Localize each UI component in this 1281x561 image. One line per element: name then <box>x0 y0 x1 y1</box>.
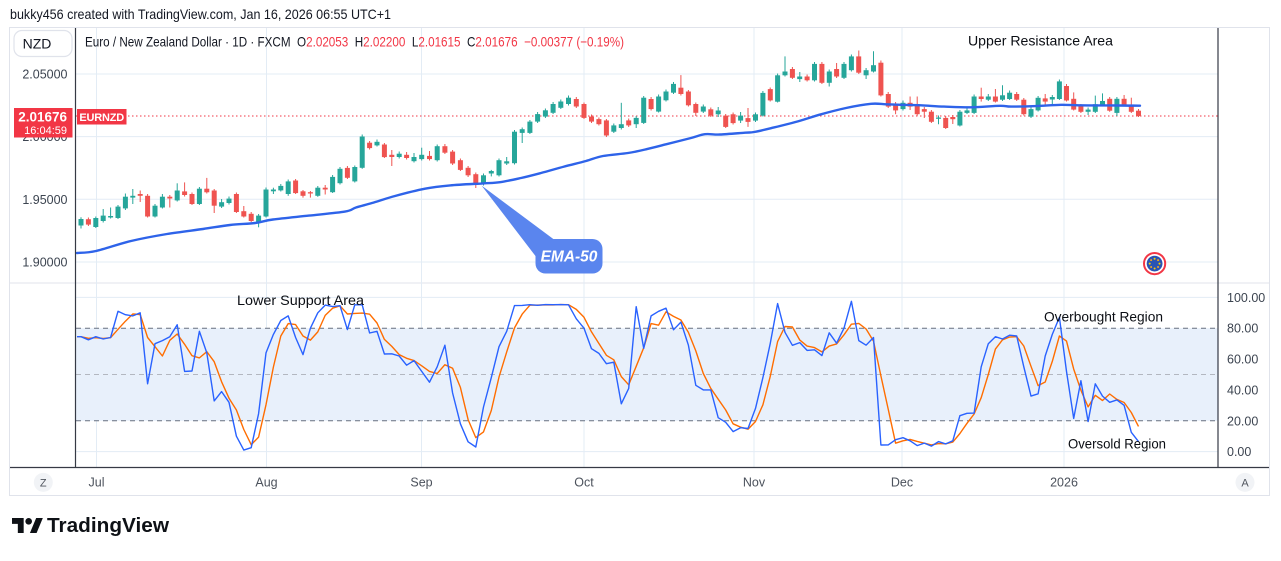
svg-text:Nov: Nov <box>743 476 766 490</box>
svg-text:Dec: Dec <box>891 476 913 490</box>
svg-text:Aug: Aug <box>255 476 277 490</box>
svg-text:Oct: Oct <box>574 476 594 490</box>
svg-text:Z: Z <box>40 477 47 489</box>
svg-text:bukky456 created with TradingV: bukky456 created with TradingView.com, J… <box>10 6 391 22</box>
svg-text:EURNZD: EURNZD <box>79 112 124 124</box>
svg-text:1.90000: 1.90000 <box>22 256 67 270</box>
svg-text:100.00: 100.00 <box>1227 291 1265 305</box>
svg-text:Euro / New Zealand Dollar · 1D: Euro / New Zealand Dollar · 1D · FXCM O2… <box>85 34 624 50</box>
svg-text:A: A <box>1241 477 1249 489</box>
svg-text:80.00: 80.00 <box>1227 322 1258 336</box>
svg-text:2.05000: 2.05000 <box>22 68 67 82</box>
svg-text:Sep: Sep <box>410 476 432 490</box>
svg-text:Lower Support Area: Lower Support Area <box>237 292 364 308</box>
svg-text:1.95000: 1.95000 <box>22 193 67 207</box>
svg-text:Upper Resistance Area: Upper Resistance Area <box>968 33 1113 49</box>
svg-text:NZD: NZD <box>23 36 52 52</box>
svg-text:2026: 2026 <box>1050 476 1078 490</box>
svg-text:TradingView: TradingView <box>47 514 169 537</box>
svg-text:20.00: 20.00 <box>1227 414 1258 428</box>
svg-text:Oversold Region: Oversold Region <box>1068 436 1166 452</box>
svg-text:Overbought Region: Overbought Region <box>1044 309 1163 325</box>
svg-text:0.00: 0.00 <box>1227 445 1251 459</box>
svg-text:60.00: 60.00 <box>1227 353 1258 367</box>
svg-text:EMA-50: EMA-50 <box>541 249 598 266</box>
svg-text:16:04:59: 16:04:59 <box>24 125 67 137</box>
svg-text:Jul: Jul <box>89 476 105 490</box>
svg-text:40.00: 40.00 <box>1227 383 1258 397</box>
svg-text:2.01676: 2.01676 <box>18 110 67 125</box>
